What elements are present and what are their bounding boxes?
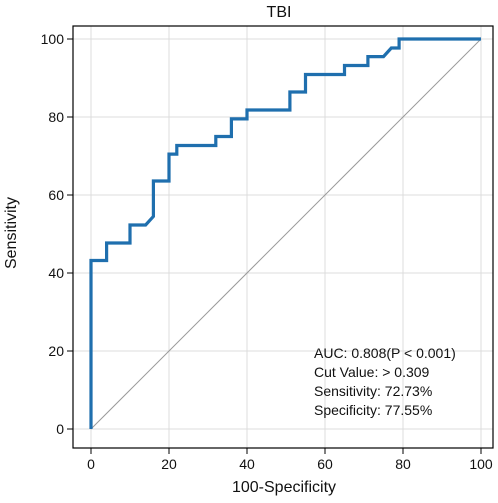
annotation-cut-value: Cut Value: > 0.309 [314, 364, 430, 380]
x-tick-label-2: 40 [239, 456, 255, 472]
reference-diagonal-line [90, 38, 482, 430]
annotation-sensitivity: Sensitivity: 72.73% [314, 383, 432, 399]
y-tick-label-5: 100 [41, 31, 65, 47]
annotation-box: AUC: 0.808(P < 0.001) Cut Value: > 0.309… [314, 345, 456, 418]
y-tick-label-0: 0 [56, 421, 64, 437]
chart-title: TBI [267, 4, 292, 21]
x-axis-label: 100-Specificity [232, 479, 336, 496]
annotation-auc: AUC: 0.808(P < 0.001) [314, 345, 456, 361]
x-tick-label-3: 60 [317, 456, 333, 472]
axis-layer: 0 20 40 60 80 100 0 20 40 60 80 100 [41, 25, 494, 472]
y-tick-label-3: 60 [48, 187, 64, 203]
series-layer [89, 37, 481, 429]
roc-curve-line-0 [89, 37, 481, 429]
x-tick-label-0: 0 [87, 456, 95, 472]
annotation-specificity: Specificity: 77.55% [314, 402, 432, 418]
x-tick-label-5: 100 [469, 456, 493, 472]
x-tick-label-4: 80 [395, 456, 411, 472]
x-tick-label-1: 20 [161, 456, 177, 472]
y-tick-label-2: 40 [48, 265, 64, 281]
grid-layer [73, 26, 493, 448]
y-tick-label-1: 20 [48, 343, 64, 359]
plot-frame [72, 25, 494, 449]
y-tick-label-4: 80 [48, 109, 64, 125]
reference-line-layer [90, 38, 482, 430]
y-axis-label: Sensitivity [3, 197, 20, 269]
